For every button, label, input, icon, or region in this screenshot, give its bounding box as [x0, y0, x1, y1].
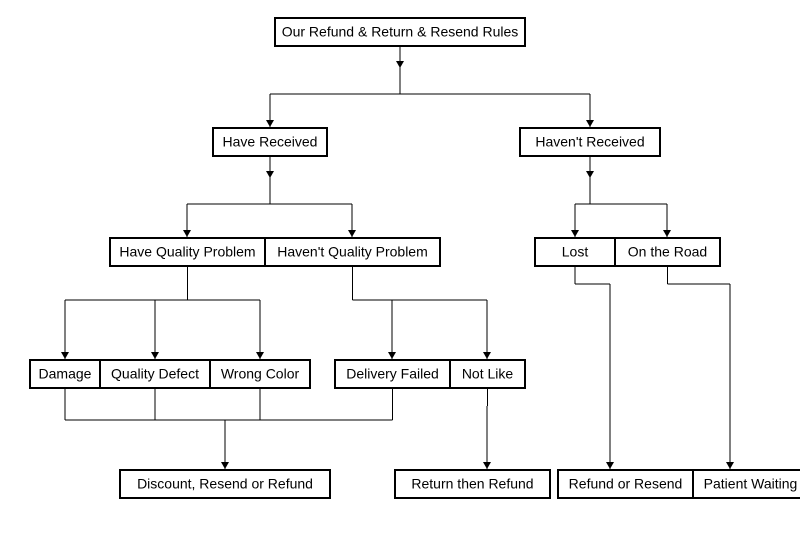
flowchart-canvas: Our Refund & Return & Resend Rules Have R…	[0, 0, 800, 548]
node-deliv_failed: Delivery Failed	[335, 360, 450, 388]
node-wrong_color: Wrong Color	[210, 360, 310, 388]
node-damage: Damage	[30, 360, 100, 388]
node-root: Our Refund & Return & Resend Rules	[275, 18, 525, 46]
node-label-deliv_failed: Delivery Failed	[346, 366, 439, 382]
node-no_qp: Haven't Quality Problem	[265, 238, 440, 266]
node-label-not_recv: Haven't Received	[535, 134, 644, 150]
node-label-root: Our Refund & Return & Resend Rules	[282, 24, 519, 40]
node-label-on_road: On the Road	[628, 244, 707, 260]
node-label-damage: Damage	[39, 366, 92, 382]
node-refund_resend: Refund or Resend	[558, 470, 693, 498]
node-label-discount: Discount, Resend or Refund	[137, 476, 313, 492]
node-not_recv: Haven't Received	[520, 128, 660, 156]
node-not_like: Not Like	[450, 360, 525, 388]
node-label-refund_resend: Refund or Resend	[569, 476, 683, 492]
node-lost: Lost	[535, 238, 615, 266]
node-label-qdefect: Quality Defect	[111, 366, 199, 382]
node-label-patient_waiting: Patient Waiting	[704, 476, 798, 492]
node-label-no_qp: Haven't Quality Problem	[277, 244, 428, 260]
node-discount: Discount, Resend or Refund	[120, 470, 330, 498]
node-label-wrong_color: Wrong Color	[221, 366, 300, 382]
node-on_road: On the Road	[615, 238, 720, 266]
node-have_qp: Have Quality Problem	[110, 238, 265, 266]
node-label-return_refund: Return then Refund	[411, 476, 533, 492]
node-qdefect: Quality Defect	[100, 360, 210, 388]
node-label-lost: Lost	[562, 244, 589, 260]
node-have_recv: Have Received	[213, 128, 327, 156]
node-patient_waiting: Patient Waiting	[693, 470, 800, 498]
node-label-have_qp: Have Quality Problem	[119, 244, 255, 260]
node-return_refund: Return then Refund	[395, 470, 550, 498]
node-label-have_recv: Have Received	[223, 134, 318, 150]
node-label-not_like: Not Like	[462, 366, 514, 382]
